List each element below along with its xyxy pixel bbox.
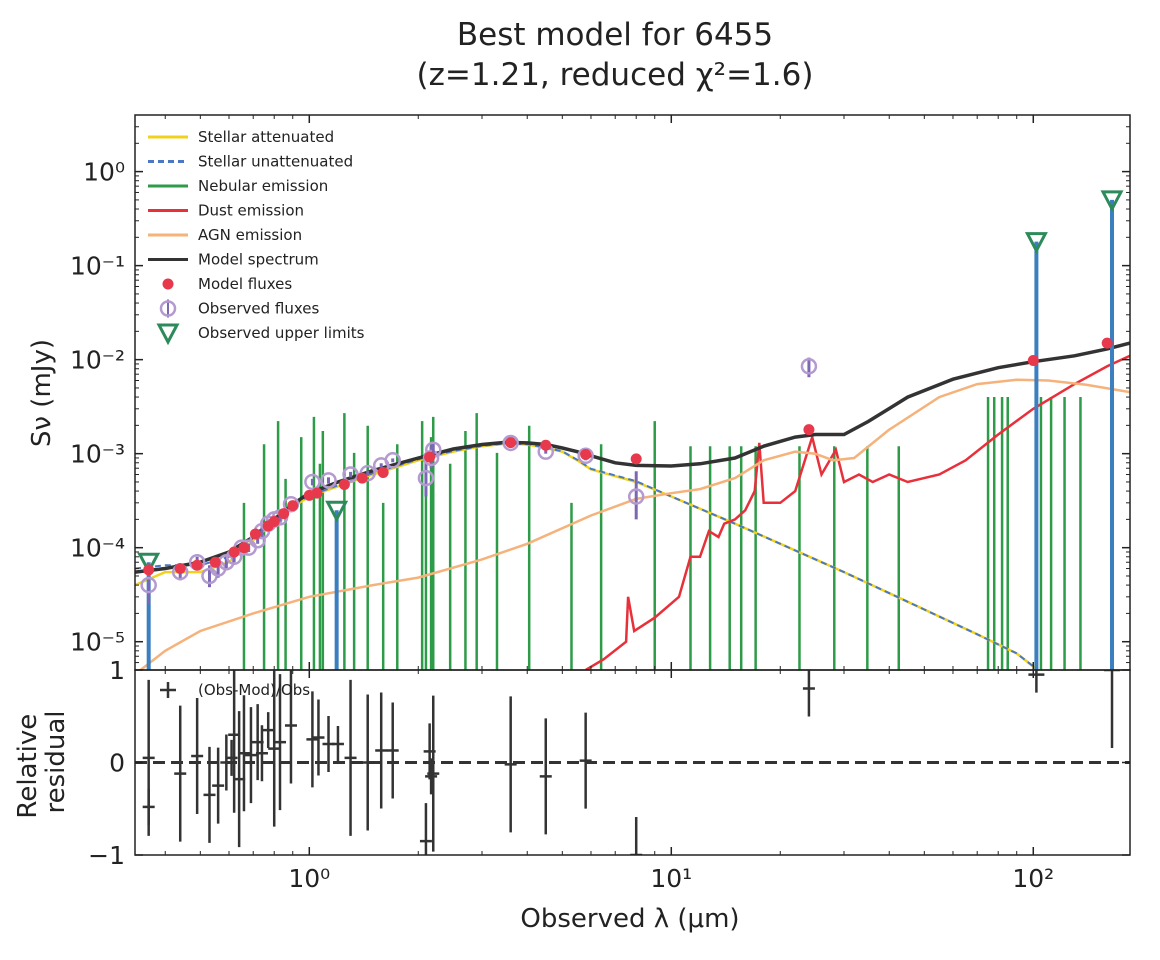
x-tick-label: 10² — [1012, 864, 1054, 893]
observed-flux-point — [627, 488, 645, 505]
residual-panel: 1 0 −1 Relative residual (Obs-Mod)/Obs Obs… — [13, 656, 1131, 934]
model-flux-point — [1027, 354, 1039, 366]
residual-y-axis-label: Relative residual — [13, 705, 71, 818]
residual-y-tick-label: 0 — [109, 749, 125, 778]
model-flux-point — [424, 451, 436, 463]
legend-label: Stellar unattenuated — [198, 153, 353, 171]
y-tick-label: 10⁻³ — [70, 440, 125, 469]
model-flux-point — [191, 559, 203, 571]
residual-y-label-line-2: residual — [41, 710, 71, 813]
series-stellar-attenuated — [135, 442, 1039, 670]
legend-swatch — [162, 278, 174, 290]
chart-subtitle: (z=1.21, reduced χ²=1.6) — [417, 57, 814, 93]
model-flux-point — [356, 472, 368, 484]
model-flux-point — [505, 437, 517, 449]
observed-flux-point — [320, 472, 337, 489]
model-flux-point — [540, 439, 552, 451]
legend-label: Model fluxes — [198, 275, 292, 293]
main-y-ticks: 10⁰ 10⁻¹ 10⁻² 10⁻³ 10⁻⁴ 10⁻⁵ 10⁰ 10¹ 10² — [70, 114, 1130, 893]
x-tick-label: 10⁰ — [288, 864, 330, 893]
model-flux-point — [143, 564, 155, 576]
model-flux-point — [249, 528, 261, 540]
model-flux-point — [268, 515, 280, 527]
series-dust-emission — [585, 354, 1130, 670]
observed-flux-point — [800, 358, 818, 375]
model-flux-point — [338, 478, 350, 490]
legend-label: Observed upper limits — [198, 324, 365, 342]
observed-flux-point — [502, 434, 519, 452]
model-flux-point — [228, 546, 240, 558]
model-flux-point — [287, 500, 299, 512]
main-panel: 10⁰ 10⁻¹ 10⁻² 10⁻³ 10⁻⁴ 10⁻⁵ 10⁰ 10¹ 10² Sν (mJy… — [27, 114, 1131, 893]
main-plot-frame — [134, 114, 1131, 671]
legend-swatch — [156, 323, 180, 346]
observed-flux-point — [384, 452, 401, 469]
model-flux-point — [209, 556, 221, 568]
legend-label: Model spectrum — [198, 251, 319, 269]
residual-plot-area — [135, 670, 1130, 855]
y-tick-label: 10⁰ — [83, 158, 125, 187]
model-flux-point — [630, 453, 642, 465]
upper-limit-marker — [1100, 190, 1124, 213]
observed-flux-point — [140, 576, 157, 594]
residual-y-tick-label: 1 — [109, 656, 125, 685]
residual-y-tick-label: −1 — [88, 841, 125, 870]
residual-y-label-line-1: Relative — [13, 714, 43, 819]
chart-title: Best model for 6455 — [457, 17, 773, 53]
observed-flux-point — [422, 449, 440, 467]
model-flux-point — [1101, 337, 1113, 349]
legend-label: Dust emission — [198, 202, 304, 220]
model-flux-point — [238, 542, 250, 554]
model-flux-point — [580, 448, 592, 460]
y-tick-label: 10⁻⁵ — [70, 628, 125, 657]
observed-flux-point — [577, 447, 594, 465]
upper-limit-marker — [1024, 232, 1048, 254]
main-plot-area — [135, 190, 1130, 670]
legend-label: Stellar attenuated — [198, 128, 334, 146]
observed-flux-point — [304, 473, 321, 491]
model-flux-point — [311, 487, 323, 499]
legend-label: AGN emission — [198, 226, 302, 244]
legend-label: Observed fluxes — [198, 300, 320, 318]
model-flux-point — [174, 563, 186, 575]
model-flux-point — [803, 424, 815, 436]
x-axis-label: Observed λ (μm) — [520, 904, 739, 934]
series-stellar-unattenuated — [135, 442, 1039, 670]
main-y-axis-label: Sν (mJy) — [27, 339, 57, 447]
legend: Stellar attenuated Stellar unattenuated Ne… — [148, 128, 365, 346]
upper-limit-marker — [325, 500, 349, 523]
model-flux-point — [377, 467, 389, 479]
y-tick-label: 10⁻⁴ — [70, 534, 125, 563]
residual-legend: (Obs-Mod)/Obs — [160, 681, 310, 699]
y-tick-label: 10⁻¹ — [70, 252, 125, 281]
y-tick-label: 10⁻² — [70, 346, 125, 375]
model-flux-point — [278, 508, 290, 520]
legend-label: Nebular emission — [198, 177, 328, 195]
series-agn-emission — [138, 378, 1130, 670]
x-tick-label: 10¹ — [650, 864, 692, 893]
residual-ticks: 1 0 −1 — [88, 656, 1130, 870]
upper-limit-marker — [137, 552, 161, 575]
residual-legend-label: (Obs-Mod)/Obs — [198, 681, 310, 699]
observed-flux-point — [417, 469, 435, 487]
observed-flux-point — [342, 466, 359, 483]
legend-swatch — [159, 300, 177, 317]
